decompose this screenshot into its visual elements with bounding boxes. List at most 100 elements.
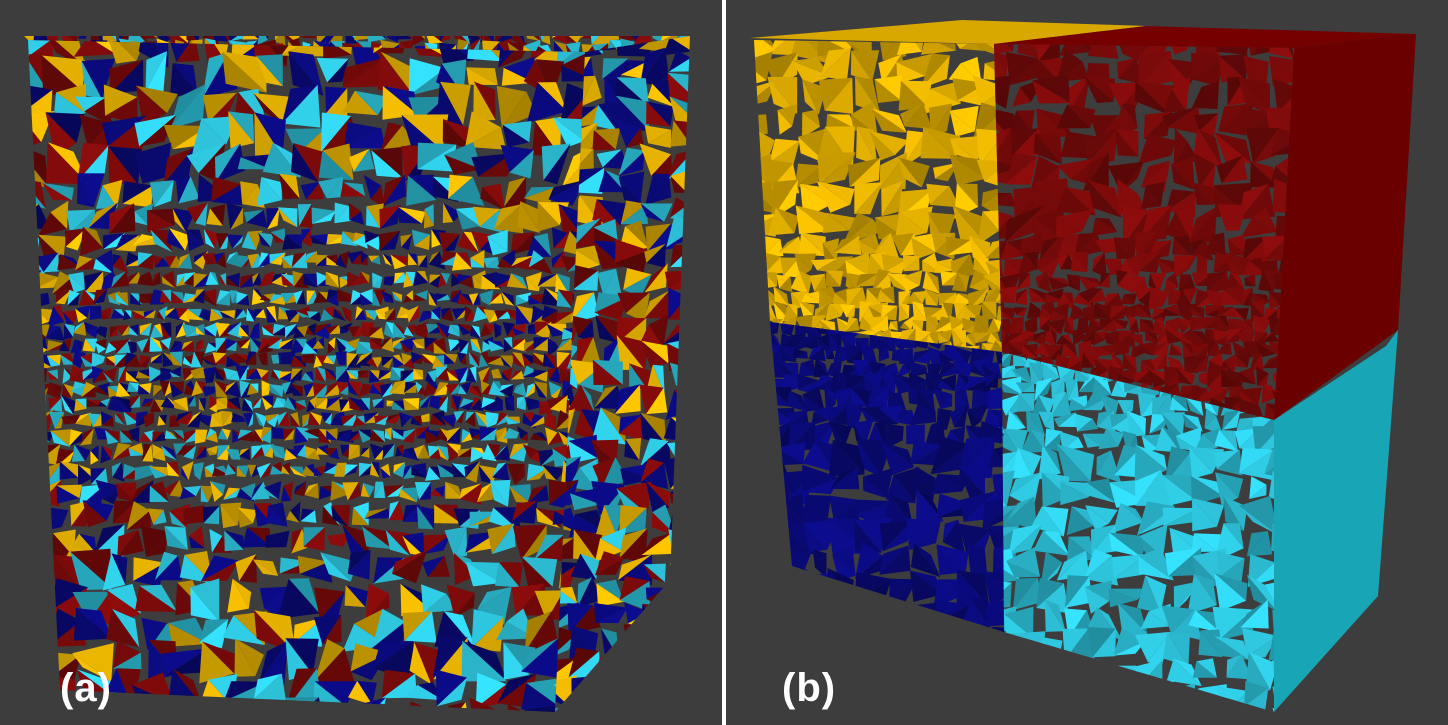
mesh-element xyxy=(234,638,256,677)
mesh-element xyxy=(305,326,315,336)
mesh-element xyxy=(820,48,851,81)
mesh-element xyxy=(251,445,264,460)
mesh-element xyxy=(850,387,869,408)
mesh-element xyxy=(347,277,364,287)
mesh-element xyxy=(593,602,628,623)
mesh-element xyxy=(365,583,389,622)
mesh-element xyxy=(83,321,99,333)
mesh-element xyxy=(115,234,140,252)
mesh-element xyxy=(457,323,472,333)
mesh-element xyxy=(475,672,507,709)
mesh-element xyxy=(210,204,226,226)
mesh-element xyxy=(385,307,396,321)
mesh-element xyxy=(294,427,308,444)
mesh-element xyxy=(314,681,358,707)
mesh-element xyxy=(966,409,981,429)
mesh-element xyxy=(290,501,301,523)
mesh-element xyxy=(390,367,403,381)
mesh-element xyxy=(405,271,416,286)
mesh-element xyxy=(187,308,204,321)
mesh-element xyxy=(198,398,205,411)
mesh-element xyxy=(494,204,522,230)
mesh-element xyxy=(987,526,1004,552)
mesh-element xyxy=(111,271,127,288)
mesh-element xyxy=(231,449,241,460)
mesh-element xyxy=(141,399,154,407)
mesh-element xyxy=(473,81,496,121)
mesh-element xyxy=(466,67,498,85)
mesh-element xyxy=(1217,306,1234,316)
mesh-element xyxy=(28,114,42,152)
mesh-element xyxy=(100,398,110,407)
mesh-element xyxy=(603,268,623,298)
mesh-element xyxy=(1062,343,1078,357)
mesh-element xyxy=(399,412,408,428)
mesh-element xyxy=(1108,82,1145,108)
mesh-element xyxy=(1252,315,1266,336)
mesh-element xyxy=(1134,81,1172,116)
mesh-element xyxy=(259,586,289,609)
mesh-element xyxy=(552,117,585,141)
mesh-element xyxy=(240,181,258,205)
mesh-element xyxy=(403,398,420,410)
mesh-element xyxy=(229,36,246,42)
mesh-element xyxy=(346,370,360,380)
mesh-element xyxy=(1100,318,1118,333)
mesh-element xyxy=(128,427,140,443)
mesh-element xyxy=(620,61,649,79)
mesh-element xyxy=(619,414,643,440)
mesh-element xyxy=(571,678,603,709)
mesh-element xyxy=(181,461,194,481)
mesh-element xyxy=(645,587,668,600)
mesh-element xyxy=(204,463,216,477)
mesh-element xyxy=(801,294,824,304)
mesh-element xyxy=(1138,341,1159,356)
mesh-element xyxy=(104,429,120,442)
mesh-element xyxy=(224,530,244,552)
mesh-element xyxy=(322,40,354,55)
mesh-element xyxy=(881,441,914,468)
mesh-element xyxy=(348,445,360,460)
mesh-element xyxy=(198,413,212,427)
mesh-element xyxy=(186,36,199,44)
mesh-element xyxy=(81,382,96,398)
mesh-element xyxy=(457,323,472,336)
mesh-element xyxy=(304,251,317,263)
mesh-element xyxy=(765,159,793,193)
mesh-element xyxy=(597,268,617,295)
mesh-element xyxy=(1257,342,1275,355)
mesh-element xyxy=(509,484,531,504)
mesh-element xyxy=(1236,353,1251,368)
mesh-element xyxy=(63,337,72,352)
mesh-element xyxy=(423,593,458,613)
mesh-element xyxy=(1155,426,1181,453)
mesh-element xyxy=(290,355,306,368)
mesh-element xyxy=(50,200,69,229)
mesh-element xyxy=(866,386,890,410)
mesh-element xyxy=(28,552,51,588)
mesh-element xyxy=(424,430,441,444)
mesh-element xyxy=(160,323,172,339)
mesh-element xyxy=(138,294,151,304)
mesh-element xyxy=(595,607,628,624)
mesh-element xyxy=(577,320,595,343)
mesh-element xyxy=(49,411,65,429)
mesh-element xyxy=(878,333,896,352)
mesh-element xyxy=(1115,128,1139,157)
mesh-element xyxy=(499,384,514,392)
mesh-element xyxy=(269,465,284,475)
mesh-element xyxy=(440,416,454,428)
mesh-element xyxy=(166,430,177,439)
mesh-element xyxy=(235,353,250,364)
mesh-element xyxy=(942,519,966,554)
mesh-element xyxy=(28,335,37,356)
mesh-element xyxy=(134,465,153,481)
mesh-element xyxy=(817,152,856,186)
mesh-element xyxy=(47,340,64,352)
mesh-element xyxy=(208,697,238,712)
mesh-element xyxy=(149,481,169,502)
mesh-element xyxy=(1136,370,1153,386)
mesh-element xyxy=(60,394,74,415)
mesh-element xyxy=(754,270,761,292)
mesh-element xyxy=(982,210,1002,231)
